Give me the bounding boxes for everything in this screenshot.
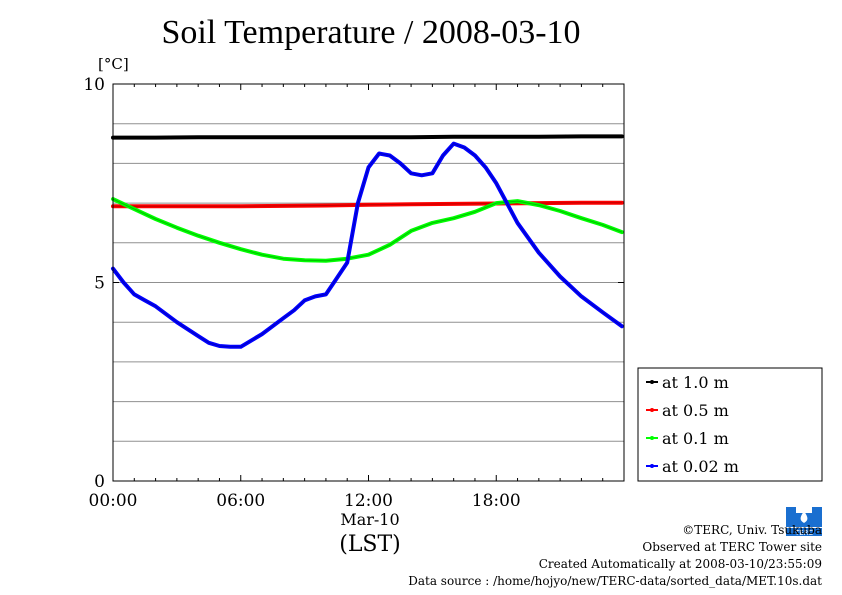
footer-observed: Observed at TERC Tower site — [642, 540, 822, 554]
legend: at 1.0 m at 0.5 m at 0.1 m at 0.02 m — [637, 367, 823, 482]
legend-marker-1 — [650, 408, 654, 412]
y-axis-unit-label: [°C] — [98, 55, 129, 73]
footer-copyright: ©TERC, Univ. Tsukuba — [682, 523, 822, 537]
terc-logo-icon: TERC — [784, 503, 824, 537]
y-tick-label: 10 — [83, 75, 105, 95]
legend-label-3: at 0.02 m — [662, 457, 739, 476]
y-tick-label: 5 — [94, 274, 105, 294]
series-line-3 — [111, 141, 624, 349]
legend-marker-0 — [650, 380, 654, 384]
grid-lines — [113, 123, 624, 442]
x-axis-zone-label: (LST) — [339, 532, 401, 557]
legend-label-2: at 0.1 m — [662, 429, 729, 448]
y-tick-label: 0 — [94, 472, 105, 492]
series-edge-0 — [113, 135, 622, 139]
series-line-2 — [111, 197, 624, 263]
x-tick-label: 00:00 — [89, 491, 138, 511]
legend-label-0: at 1.0 m — [662, 373, 729, 392]
x-tick-label: 18:00 — [472, 491, 521, 511]
svg-text:TERC: TERC — [794, 529, 813, 537]
footer-created: Created Automatically at 2008-03-10/23:5… — [538, 557, 822, 571]
series-lines — [111, 134, 624, 349]
legend-label-1: at 0.5 m — [662, 401, 729, 420]
x-tick-label: 12:00 — [344, 491, 393, 511]
series-edge-2 — [112, 198, 623, 262]
legend-marker-2 — [650, 436, 654, 440]
footer-source: Data source : /home/hojyo/new/TERC-data/… — [408, 574, 822, 588]
legend-box — [637, 367, 823, 482]
x-axis-date-label: Mar-10 — [340, 510, 400, 529]
chart-title: Soil Temperature / 2008-03-10 — [161, 14, 581, 51]
series-edge-3 — [112, 143, 623, 348]
series-line-0 — [111, 134, 624, 140]
legend-marker-3 — [650, 464, 654, 468]
x-tick-label: 06:00 — [216, 491, 265, 511]
axis-ticks: 00:00 06:00 12:00 18:00 0 5 10 — [83, 75, 624, 511]
